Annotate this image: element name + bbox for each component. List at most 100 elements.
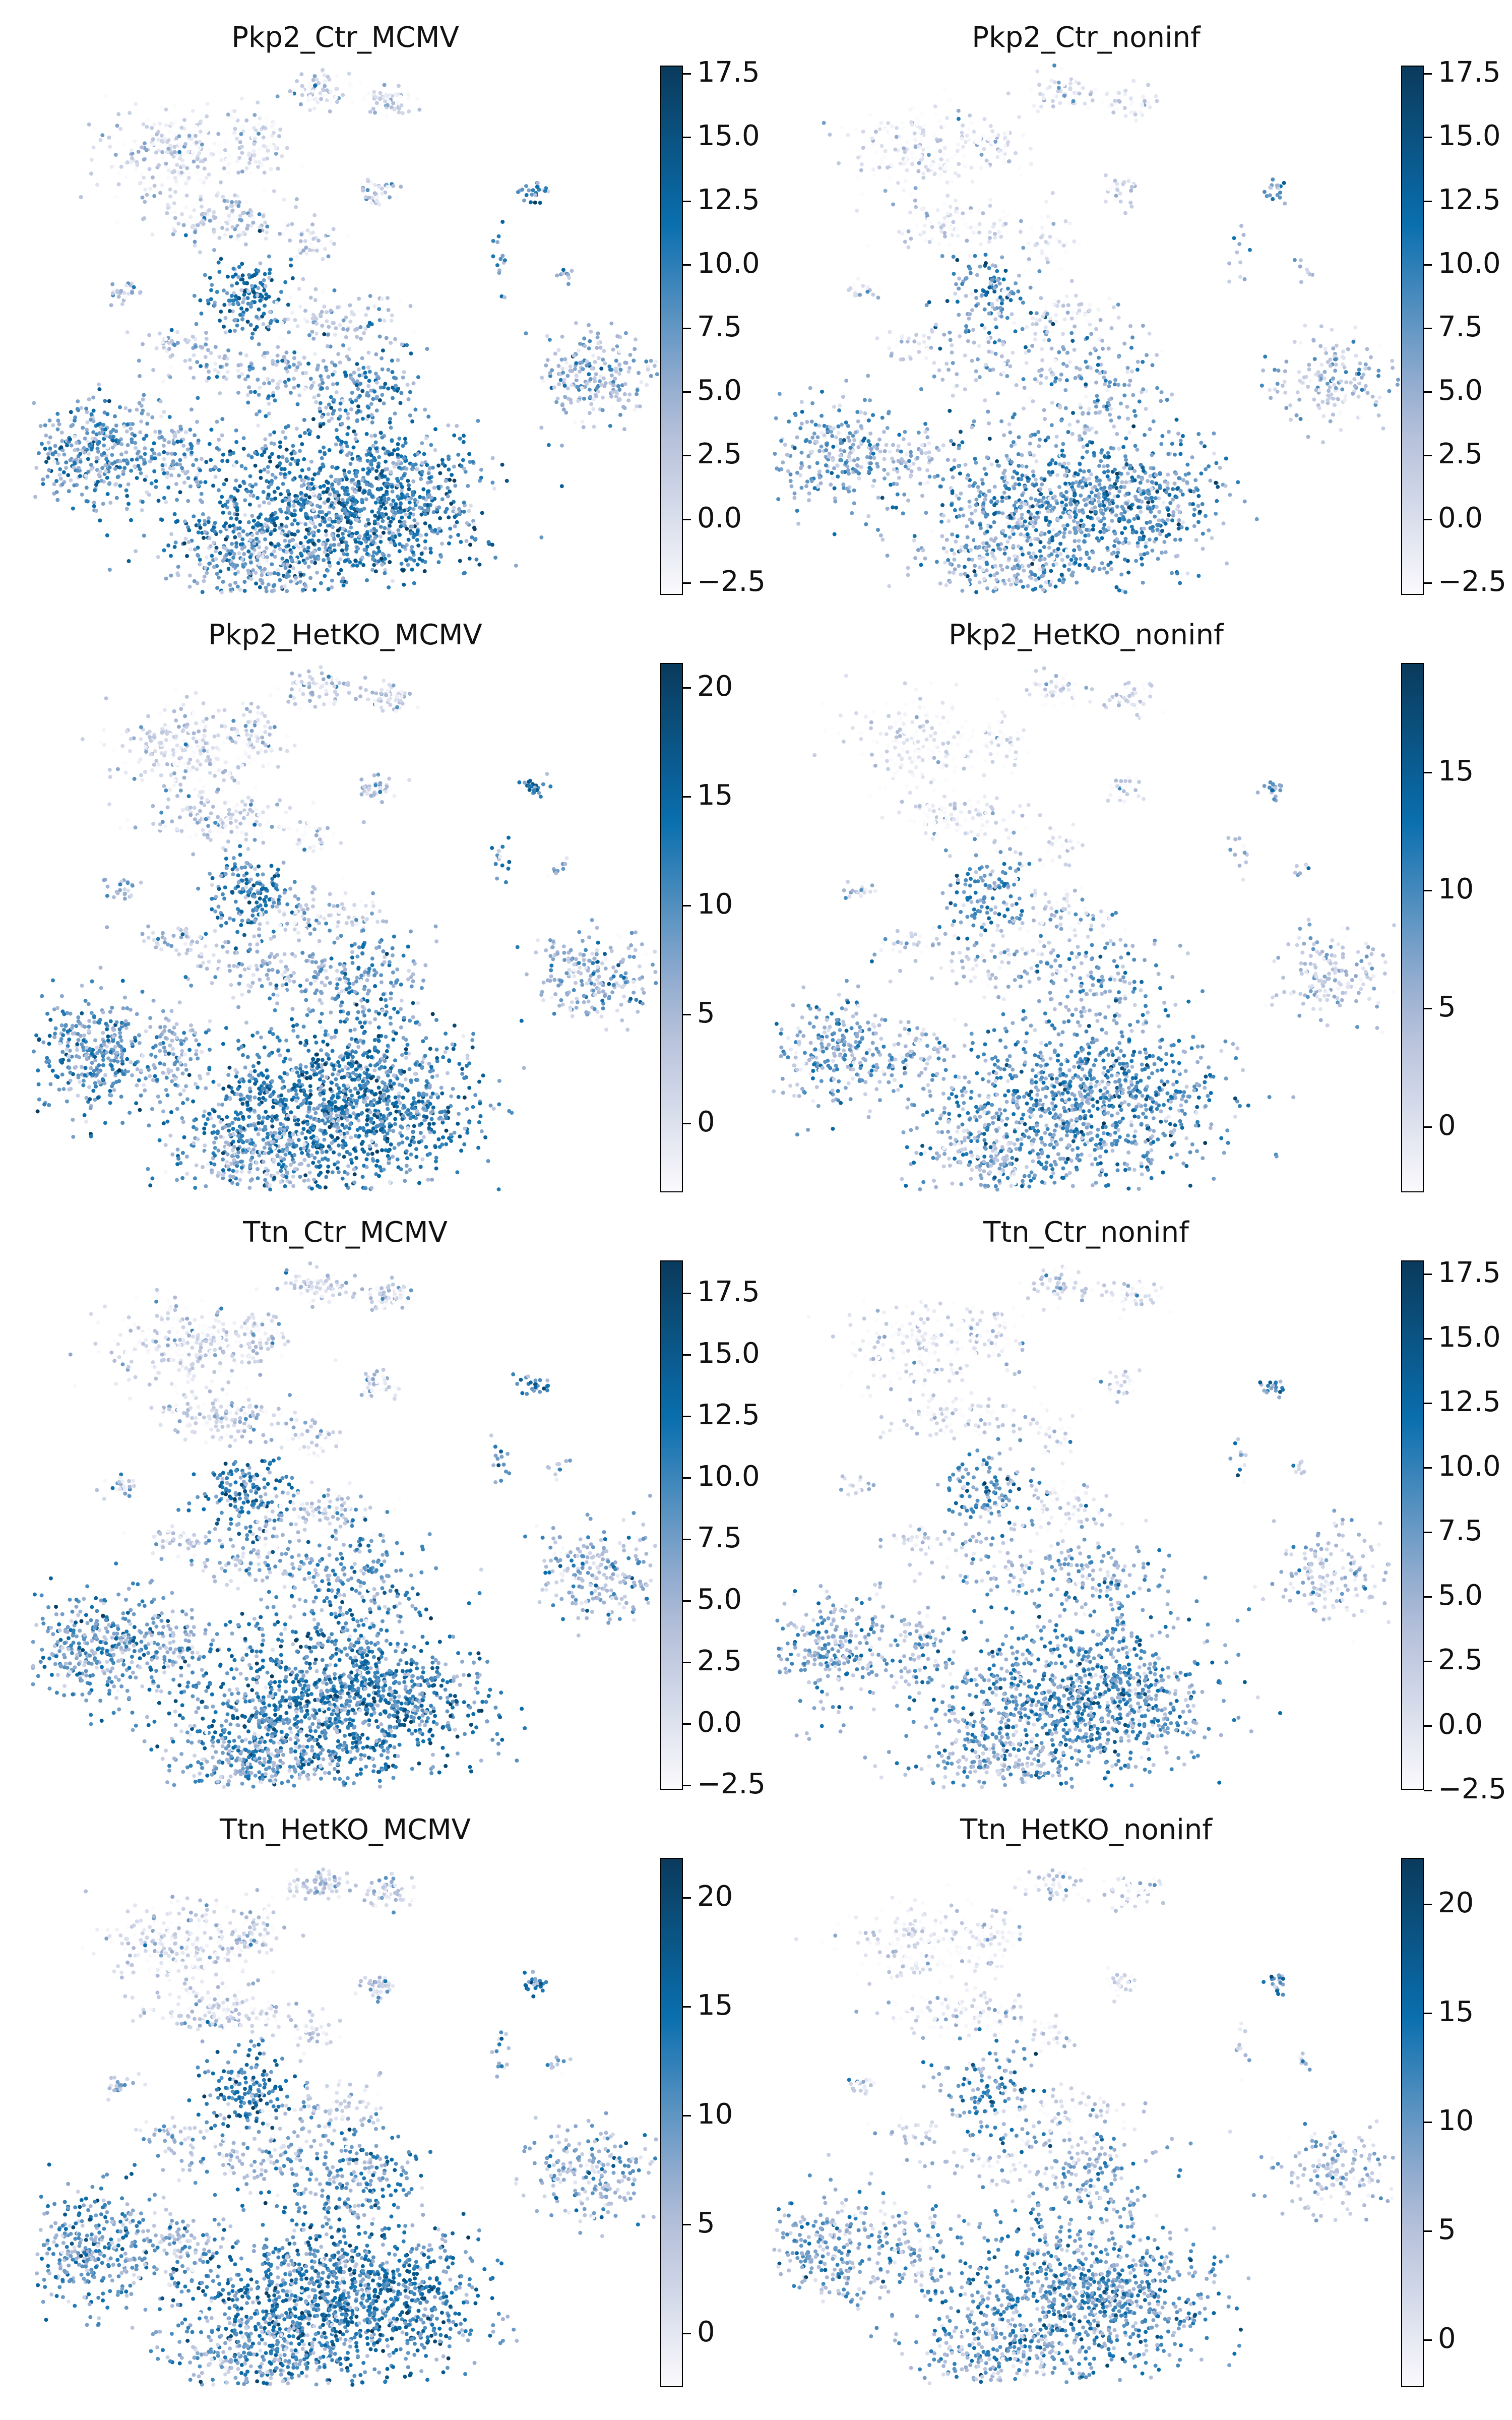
cell-point <box>585 363 589 368</box>
cell-point <box>278 440 282 445</box>
cell-point <box>363 327 368 331</box>
cell-point <box>1111 305 1116 310</box>
cell-point <box>395 476 399 481</box>
cell-point <box>179 219 183 223</box>
cell-point <box>368 109 372 114</box>
cell-point <box>1002 136 1007 141</box>
cell-point <box>922 230 926 234</box>
cell-point <box>207 208 212 212</box>
cell-point <box>222 235 226 240</box>
cell-point <box>976 357 980 361</box>
cell-point <box>945 299 950 304</box>
cell-point <box>376 546 381 550</box>
cell-point <box>357 540 361 544</box>
cell-point <box>856 419 860 424</box>
cell-point <box>110 445 115 450</box>
cell-point <box>1365 347 1369 351</box>
cell-point <box>358 456 362 461</box>
cell-point <box>463 469 468 474</box>
cell-point <box>1343 398 1347 402</box>
cell-point <box>334 500 338 505</box>
cell-point <box>247 502 252 507</box>
cell-point <box>381 348 385 353</box>
cell-point <box>166 138 171 143</box>
cell-point <box>446 486 450 490</box>
cell-point <box>202 166 207 171</box>
cell-point <box>356 479 361 484</box>
cell-point <box>1127 431 1131 435</box>
cell-point <box>1123 114 1128 118</box>
cell-point <box>855 457 860 461</box>
cell-point <box>293 513 297 517</box>
cell-point <box>853 127 858 132</box>
cell-point <box>1008 364 1013 369</box>
cell-point <box>239 464 244 468</box>
cell-point <box>259 281 263 285</box>
cell-point <box>1084 394 1088 399</box>
cell-cluster <box>846 276 882 300</box>
cell-point <box>580 419 585 424</box>
cell-point <box>1039 296 1043 300</box>
cell-point <box>287 539 292 543</box>
cell-point <box>330 465 335 469</box>
cell-point <box>353 490 358 495</box>
cell-point <box>1021 133 1025 138</box>
cell-point <box>803 439 808 443</box>
cell-point <box>1339 428 1343 432</box>
cell-point <box>186 540 191 544</box>
cell-point <box>462 434 466 438</box>
cell-point <box>148 459 152 464</box>
cell-point <box>389 540 393 544</box>
cell-point <box>1396 378 1400 382</box>
cell-point <box>54 490 59 495</box>
cell-point <box>452 506 456 510</box>
cell-point <box>1014 383 1019 387</box>
cell-point <box>1298 417 1303 421</box>
cell-point <box>955 299 960 304</box>
cell-point <box>241 124 245 129</box>
cell-point <box>971 328 975 332</box>
cell-point <box>268 267 272 272</box>
cell-point <box>635 404 639 408</box>
cell-point <box>1159 399 1163 403</box>
cell-point <box>365 404 370 409</box>
cell-point <box>263 272 267 276</box>
cell-point <box>988 204 992 208</box>
cell-point <box>1029 226 1034 231</box>
cell-point <box>346 426 351 430</box>
cell-point <box>588 377 593 381</box>
cell-point <box>56 418 60 423</box>
cell-point <box>167 415 172 419</box>
cell-point <box>401 375 405 380</box>
cell-point <box>380 191 385 196</box>
cell-point <box>172 150 177 154</box>
cell-point <box>89 467 94 471</box>
cell-point <box>1097 355 1101 360</box>
cell-point <box>186 149 191 154</box>
cell-point <box>177 134 181 139</box>
cell-point <box>1001 149 1005 153</box>
cell-point <box>376 559 381 564</box>
cell-point <box>78 459 83 464</box>
cell-point <box>988 198 993 202</box>
cell-point <box>225 459 230 463</box>
cell-point <box>478 478 482 483</box>
cell-point <box>408 304 413 308</box>
cell-point <box>362 308 366 313</box>
cell-point <box>420 441 424 446</box>
cell-point <box>1346 347 1350 351</box>
umap-scatter <box>32 68 659 594</box>
cell-point <box>965 134 969 138</box>
cell-point <box>361 366 366 370</box>
cell-point <box>313 298 318 302</box>
cell-point <box>186 172 191 176</box>
cell-point <box>426 414 431 419</box>
cell-point <box>901 357 905 361</box>
cell-point <box>541 379 546 383</box>
cell-point <box>279 492 283 497</box>
cell-point <box>243 513 247 517</box>
cell-point <box>366 324 370 328</box>
cell-point <box>327 325 331 329</box>
cell-point <box>341 576 345 581</box>
cell-point <box>1118 401 1123 406</box>
